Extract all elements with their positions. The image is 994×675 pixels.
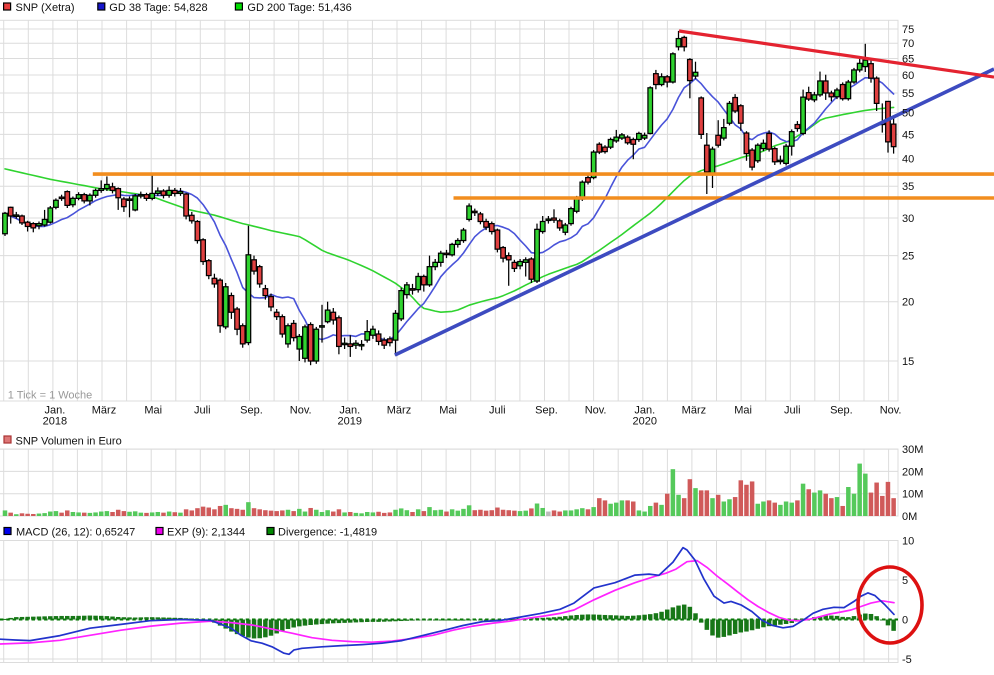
- svg-text:März: März: [682, 404, 706, 416]
- svg-text:10M: 10M: [902, 489, 923, 501]
- svg-text:5: 5: [902, 575, 908, 587]
- svg-text:Sep.: Sep.: [535, 404, 558, 416]
- svg-text:Jan.: Jan.: [634, 404, 655, 416]
- svg-text:EXP (9): 2,1344: EXP (9): 2,1344: [167, 526, 245, 538]
- svg-text:Mai: Mai: [439, 404, 457, 416]
- svg-text:GD 38 Tage: 54,828: GD 38 Tage: 54,828: [109, 2, 207, 14]
- svg-text:GD 200 Tage: 51,436: GD 200 Tage: 51,436: [247, 2, 351, 14]
- svg-text:SNP (Xetra): SNP (Xetra): [16, 2, 75, 14]
- svg-text:20M: 20M: [902, 466, 923, 478]
- svg-text:40: 40: [902, 154, 914, 166]
- svg-text:70: 70: [902, 38, 914, 50]
- svg-text:März: März: [387, 404, 411, 416]
- svg-text:Sep.: Sep.: [240, 404, 263, 416]
- svg-text:Sep.: Sep.: [830, 404, 853, 416]
- svg-text:Juli: Juli: [194, 404, 211, 416]
- svg-text:2018: 2018: [43, 416, 67, 428]
- svg-text:2019: 2019: [338, 416, 362, 428]
- svg-text:60: 60: [902, 70, 914, 82]
- svg-text:Jan.: Jan.: [339, 404, 360, 416]
- svg-text:Nov.: Nov.: [290, 404, 312, 416]
- svg-text:20: 20: [902, 297, 914, 309]
- svg-text:10: 10: [902, 535, 914, 547]
- svg-text:35: 35: [902, 181, 914, 193]
- svg-text:Divergence: -1,4819: Divergence: -1,4819: [278, 526, 377, 538]
- svg-text:75: 75: [902, 24, 914, 36]
- svg-text:30M: 30M: [902, 444, 923, 456]
- svg-text:März: März: [92, 404, 116, 416]
- svg-text:55: 55: [902, 88, 914, 100]
- svg-text:MACD (26, 12): 0,65247: MACD (26, 12): 0,65247: [16, 526, 135, 538]
- svg-text:50: 50: [902, 108, 914, 120]
- svg-text:0M: 0M: [902, 511, 917, 523]
- svg-text:65: 65: [902, 53, 914, 65]
- svg-text:-5: -5: [902, 654, 912, 666]
- svg-text:45: 45: [902, 129, 914, 141]
- svg-text:Nov.: Nov.: [880, 404, 902, 416]
- svg-text:Juli: Juli: [489, 404, 506, 416]
- svg-text:15: 15: [902, 356, 914, 368]
- svg-text:Jan.: Jan.: [45, 404, 66, 416]
- svg-text:Nov.: Nov.: [585, 404, 607, 416]
- svg-text:SNP Volumen in Euro: SNP Volumen in Euro: [16, 435, 122, 447]
- svg-text:0: 0: [902, 614, 908, 626]
- svg-text:2020: 2020: [633, 416, 657, 428]
- svg-text:25: 25: [902, 251, 914, 263]
- svg-text:30: 30: [902, 213, 914, 225]
- svg-text:Mai: Mai: [144, 404, 162, 416]
- svg-text:1 Tick = 1 Woche: 1 Tick = 1 Woche: [8, 389, 92, 401]
- svg-text:Juli: Juli: [784, 404, 801, 416]
- svg-text:Mai: Mai: [734, 404, 752, 416]
